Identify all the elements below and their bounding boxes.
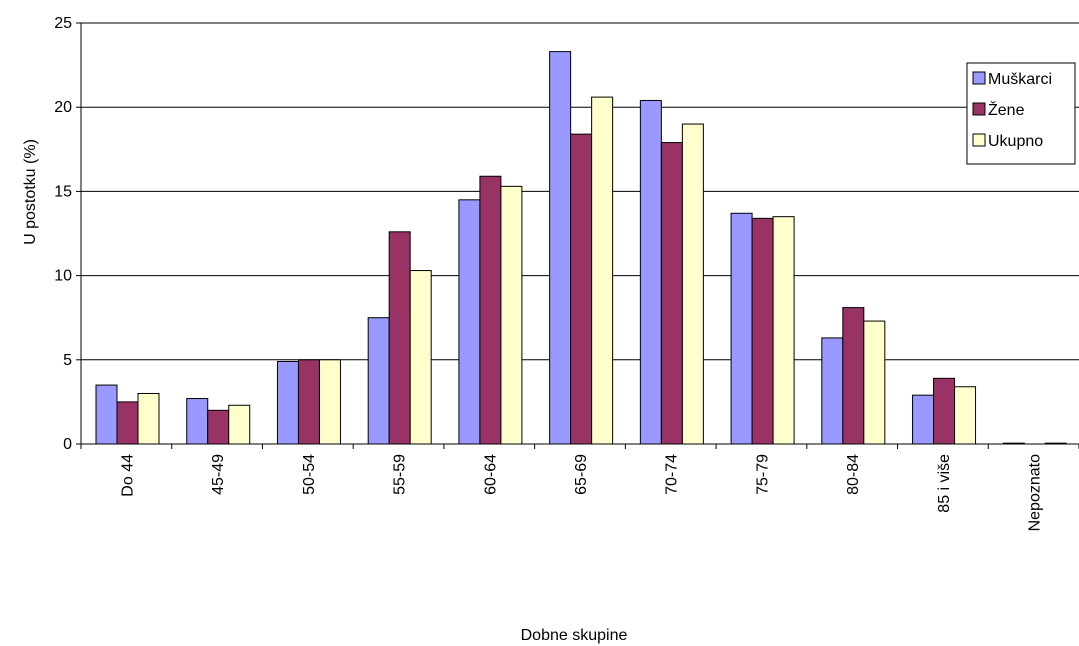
x-axis-title: Dobne skupine: [521, 627, 628, 644]
x-tick-label: 55-59: [392, 454, 409, 495]
y-tick-label: 0: [63, 436, 72, 453]
bar-žene: [207, 409, 230, 445]
bar-muškarci: [95, 384, 118, 445]
y-tick-label: 10: [54, 268, 72, 285]
bar-ukupno: [228, 404, 251, 445]
bar-muškarci: [186, 398, 209, 445]
bar-ukupno: [591, 96, 614, 445]
bar-muškarci: [458, 199, 481, 445]
bar-žene: [479, 175, 502, 445]
legend-label: Muškarci: [988, 71, 1052, 88]
y-tick-label: 25: [54, 15, 72, 32]
bar-ukupno: [681, 123, 704, 445]
x-tick-label: 65-69: [573, 454, 590, 495]
legend-swatch-žene: [972, 102, 986, 116]
bar-žene: [116, 401, 139, 445]
bar-ukupno: [772, 216, 795, 445]
bar-ukupno: [409, 270, 432, 445]
bar-muškarci: [912, 394, 935, 445]
bar-ukupno: [954, 386, 977, 445]
bar-žene: [751, 217, 774, 445]
bar-ukupno: [318, 359, 341, 445]
bar-muškarci: [549, 51, 572, 445]
x-tick-label: 80-84: [845, 454, 862, 495]
bar-muškarci: [821, 337, 844, 445]
bar-muškarci: [276, 360, 299, 445]
y-axis-title: U postotku (%): [22, 139, 39, 245]
x-tick-label: Do 44: [119, 454, 136, 497]
legend-swatch-ukupno: [972, 133, 986, 147]
y-tick-label: 20: [54, 99, 72, 116]
bar-žene: [297, 359, 320, 445]
bar-muškarci: [367, 317, 390, 445]
bars: [95, 51, 1067, 445]
x-tick-label: 75-79: [754, 454, 771, 495]
legend-label: Ukupno: [988, 133, 1043, 150]
bar-ukupno: [863, 320, 886, 445]
bar-muškarci: [639, 99, 662, 445]
bar-ukupno: [500, 185, 523, 445]
bar-žene: [388, 231, 411, 445]
tick-labels: 0 5 10 15 20 25 Do 44 45-49 50-54 55-59 60-64 65-69…: [54, 15, 1043, 531]
bar-žene: [842, 307, 865, 445]
legend-label: Žene: [988, 100, 1025, 119]
x-tick-label: 70-74: [664, 454, 681, 495]
y-tick-label: 5: [63, 352, 72, 369]
bar-žene: [660, 142, 683, 445]
bar-ukupno: [137, 392, 160, 445]
bar-muškarci: [730, 212, 753, 445]
y-tick-label: 15: [54, 183, 72, 200]
legend-swatch-muškarci: [972, 71, 986, 85]
axes: [76, 22, 1079, 449]
bar-žene: [933, 377, 956, 445]
x-tick-label: Nepoznato: [1027, 454, 1044, 531]
legend: Muškarci Žene Ukupno: [966, 62, 1076, 165]
x-tick-label: 60-64: [482, 454, 499, 495]
bar-žene: [570, 133, 593, 445]
x-tick-label: 45-49: [210, 454, 227, 495]
x-tick-label: 50-54: [301, 454, 318, 495]
x-tick-label: 85 i više: [936, 454, 953, 513]
